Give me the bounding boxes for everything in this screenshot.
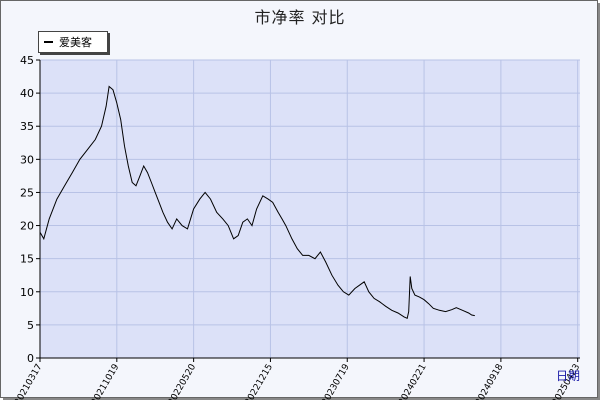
x-tick-label: 20221215 [243, 363, 275, 400]
x-tick-label: 20210317 [13, 363, 45, 400]
y-tick-label: 10 [20, 286, 34, 299]
y-tick-label: 40 [20, 87, 34, 100]
y-tick-label: 5 [27, 319, 34, 332]
legend-swatch [44, 41, 53, 43]
x-tick-label: 20240918 [474, 362, 506, 400]
plot-area [40, 60, 580, 358]
x-tick-label: 20240221 [397, 363, 429, 400]
x-tick-label: 20220520 [167, 362, 199, 400]
x-tick-label: 20230719 [320, 362, 352, 400]
y-tick-label: 25 [20, 186, 34, 199]
y-tick-label: 15 [20, 253, 34, 266]
x-tick-label: 20211019 [90, 362, 122, 400]
y-tick-label: 45 [20, 54, 34, 67]
chart-title: 市净率 对比 [254, 8, 346, 27]
y-tick-label: 20 [20, 220, 34, 233]
y-tick-label: 35 [20, 120, 34, 133]
series-line [39, 85, 475, 320]
x-axis-title: 日期 [556, 369, 581, 383]
legend-label: 爱美客 [59, 36, 92, 49]
y-tick-label: 0 [27, 352, 34, 365]
legend: 爱美客 [38, 31, 108, 53]
y-tick-label: 30 [20, 153, 34, 166]
